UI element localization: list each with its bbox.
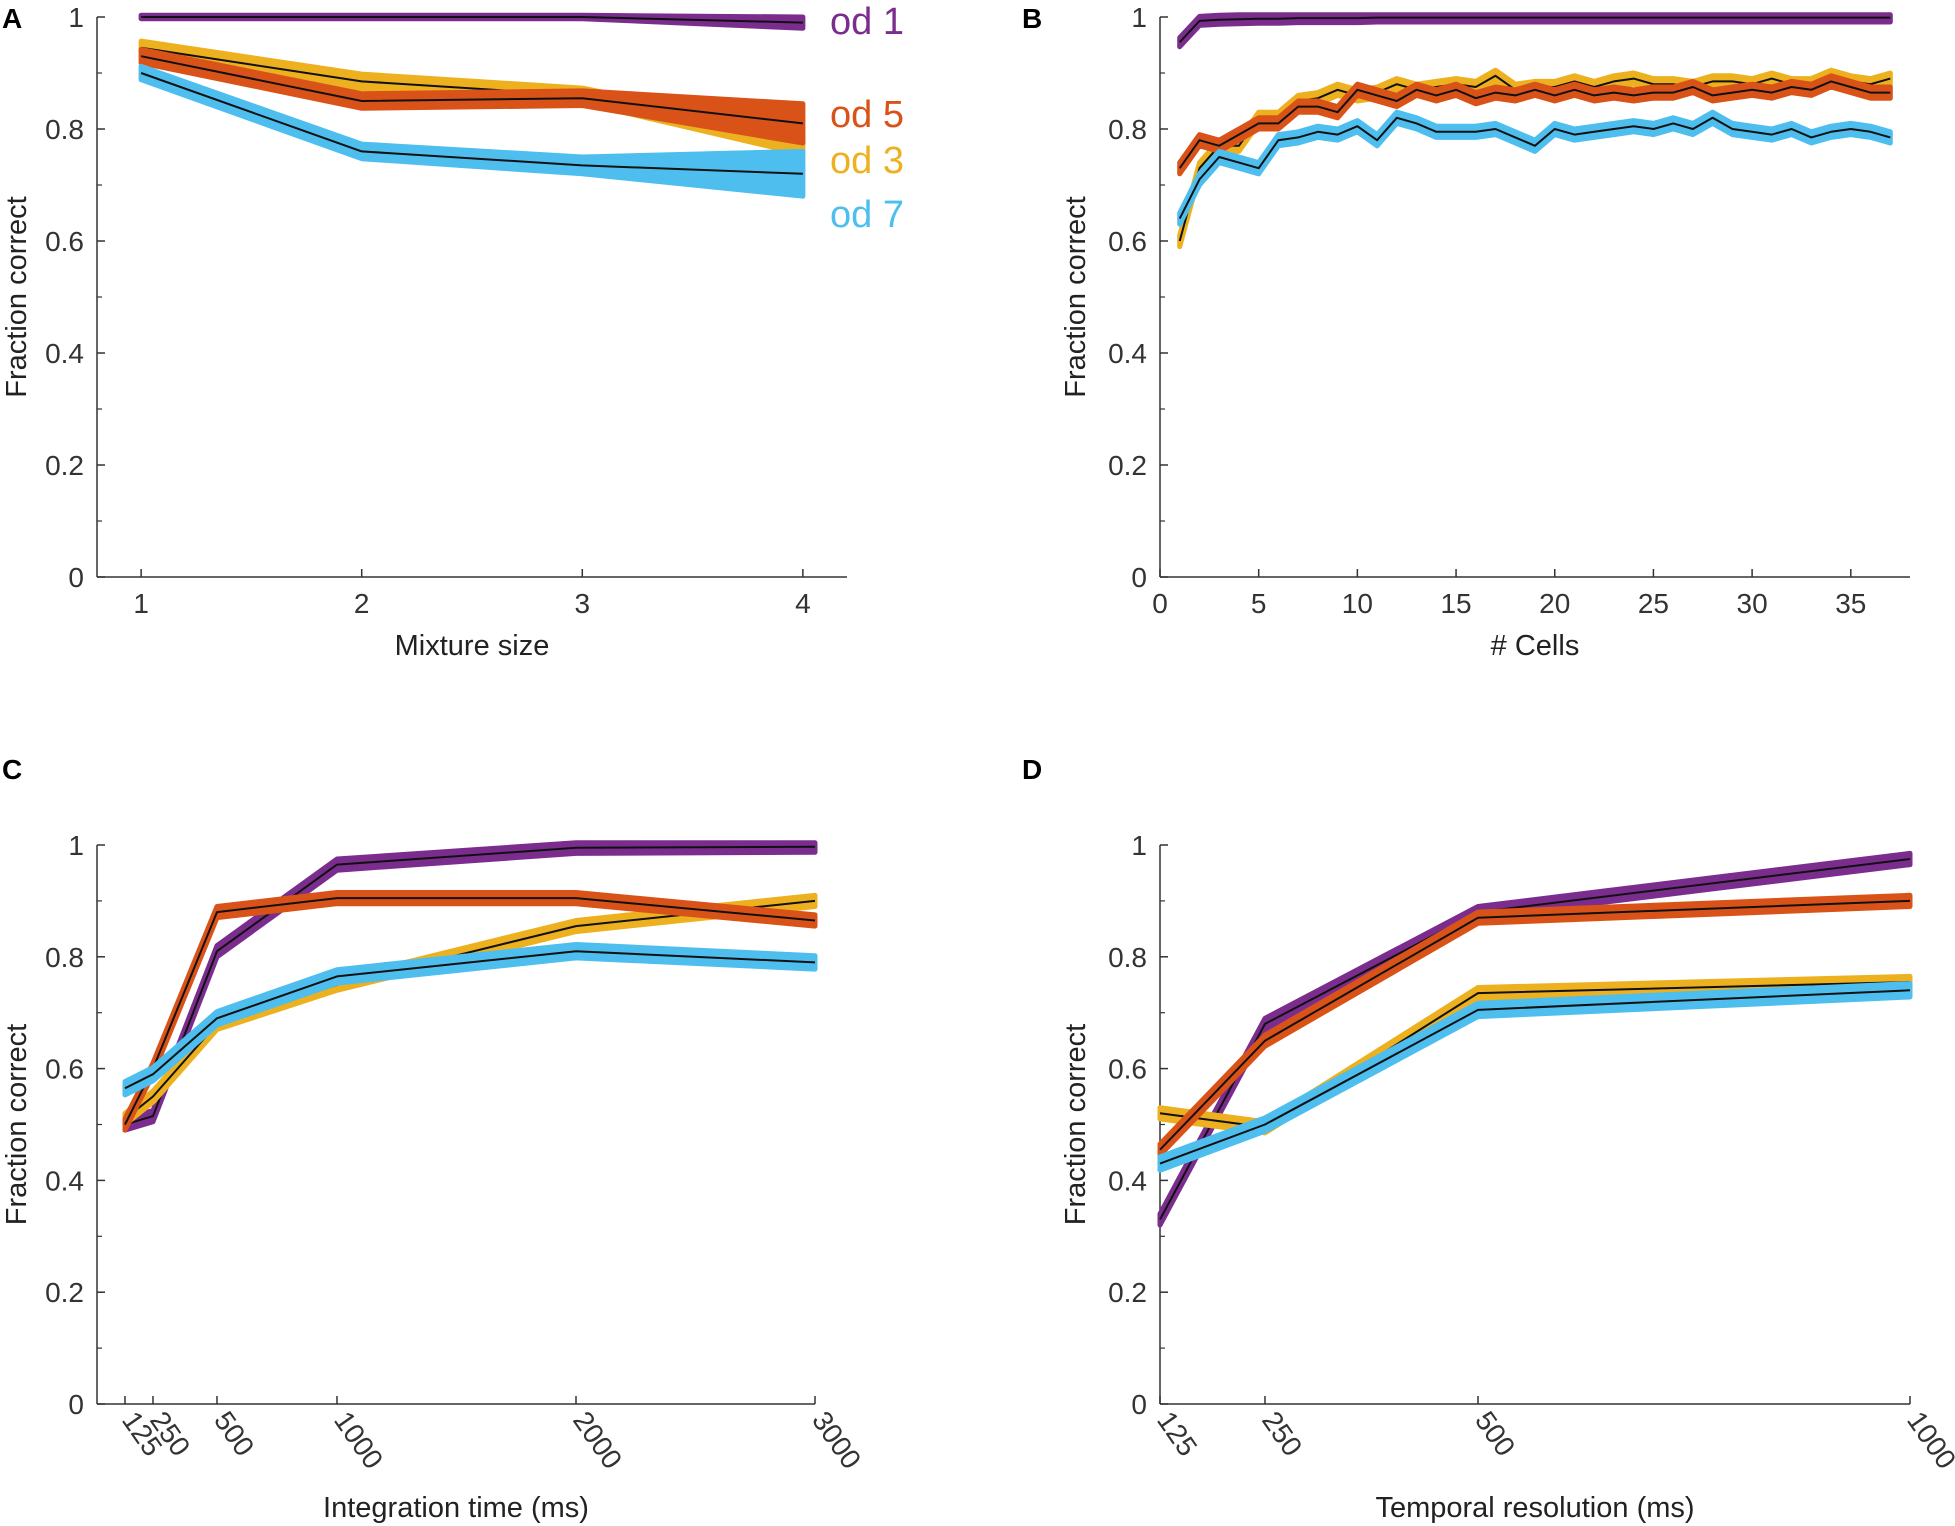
y-tick-label-b: 0.8: [1108, 114, 1147, 145]
y-axis-label-c: Fraction correct: [1, 1024, 33, 1225]
y-tick-label-a: 0.2: [45, 450, 84, 481]
x-tick-label-b: 10: [1342, 588, 1373, 619]
band-b-od7: [1177, 109, 1893, 227]
y-tick-label-d: 0.6: [1108, 1054, 1147, 1085]
y-tick-label-a: 0.8: [45, 114, 84, 145]
x-tick-label-d: 1000: [1901, 1406, 1955, 1475]
panel-d: D 0 0.2 0.4 0.6 0.8 1 125 250 500 1000 Temporal res…: [1022, 754, 1955, 1524]
x-tick-label-a: 4: [795, 588, 811, 619]
x-tick-label-c: 2000: [567, 1406, 628, 1475]
x-tick-label-b: 35: [1835, 588, 1866, 619]
x-tick-label-b: 25: [1638, 588, 1669, 619]
legend-entry-od3: od 3: [830, 140, 904, 182]
y-tick-label-c: 0.4: [45, 1165, 84, 1196]
y-tick-label-a: 0: [68, 562, 84, 593]
y-tick-label-d: 0.4: [1108, 1165, 1147, 1196]
y-tick-label-c: 0.6: [45, 1054, 84, 1085]
panel-letter-b: B: [1022, 3, 1042, 34]
series-b-od7: [1177, 109, 1893, 227]
series-a-od5: [138, 47, 806, 146]
y-tick-label-b: 0.4: [1108, 338, 1147, 369]
series-b-od1: [1177, 12, 1893, 50]
y-tick-label-d: 1: [1131, 830, 1147, 861]
x-tick-label-a: 3: [575, 588, 591, 619]
line-b-od1: [1178, 16, 1891, 43]
y-tick-label-c: 0: [68, 1389, 84, 1420]
x-tick-label-d: 250: [1256, 1406, 1308, 1462]
x-tick-label-d: 500: [1469, 1406, 1521, 1462]
x-tick-label-c: 500: [208, 1406, 260, 1462]
y-axis-label-b: Fraction correct: [1060, 196, 1092, 397]
y-tick-label-d: 0: [1131, 1389, 1147, 1420]
line-a-od7: [140, 72, 803, 175]
y-tick-label-b: 0: [1131, 562, 1147, 593]
panel-letter-a: A: [2, 3, 22, 34]
band-b-od5: [1177, 73, 1893, 177]
legend-entry-od1: od 1: [830, 1, 904, 43]
series-d-od7: [1157, 981, 1913, 1173]
line-a-od1: [141, 16, 803, 24]
line-a-od5: [140, 55, 804, 125]
series-c-od7: [122, 942, 818, 1098]
legend-a: od 1 od 5od 3 od 7: [830, 1, 904, 236]
y-tick-label-d: 0.8: [1108, 942, 1147, 973]
line-d-od5: [1159, 899, 1911, 1151]
x-tick-label-b: 15: [1440, 588, 1471, 619]
x-tick-label-c: 3000: [806, 1406, 867, 1475]
series-d-od5: [1157, 892, 1913, 1158]
y-axis-label-a: Fraction correct: [1, 196, 33, 397]
band-d-od5: [1157, 892, 1913, 1158]
x-tick-label-b: 0: [1152, 588, 1168, 619]
y-tick-label-b: 0.6: [1108, 226, 1147, 257]
x-axis-label-d: Temporal resolution (ms): [1375, 1492, 1694, 1524]
x-axis-label-c: Integration time (ms): [323, 1492, 589, 1524]
series-b-od5: [1177, 73, 1893, 177]
x-tick-label-b: 5: [1251, 588, 1267, 619]
y-tick-label-a: 0.4: [45, 338, 84, 369]
y-tick-label-c: 0.8: [45, 942, 84, 973]
line-c-od1: [124, 845, 816, 1126]
y-tick-label-d: 0.2: [1108, 1277, 1147, 1308]
series-c-od1: [122, 840, 818, 1133]
line-b-od3: [1178, 74, 1891, 242]
x-tick-label-d: 125: [1151, 1406, 1203, 1462]
y-tick-label-c: 0.2: [45, 1277, 84, 1308]
y-tick-label-b: 1: [1131, 2, 1147, 33]
x-axis-label-b: # Cells: [1491, 630, 1580, 662]
panel-b: B00.20.40.60.810 5 10 15 20 25 30 35# CellsFrac…: [1022, 2, 1910, 662]
line-b-od7: [1178, 116, 1891, 220]
band-a-od7: [138, 63, 806, 199]
band-b-od1: [1177, 12, 1893, 50]
x-tick-label-b: 20: [1539, 588, 1570, 619]
panel-letter-c: C: [2, 754, 22, 785]
panel-letter-d: D: [1022, 754, 1042, 785]
series-a-od7: [138, 63, 806, 199]
line-d-od7: [1159, 989, 1911, 1165]
series-a-od1: [138, 12, 806, 31]
x-tick-label-a: 2: [354, 588, 370, 619]
band-c-od1: [122, 840, 818, 1133]
y-axis-label-d: Fraction correct: [1060, 1024, 1092, 1225]
band-a-od5: [138, 47, 806, 146]
band-c-od7: [122, 942, 818, 1098]
band-d-od7: [1157, 981, 1913, 1173]
x-tick-label-c: 1000: [328, 1406, 389, 1475]
x-tick-label-a: 1: [133, 588, 149, 619]
legend-entry-od5: od 5: [830, 94, 904, 136]
x-tick-label-b: 30: [1737, 588, 1768, 619]
y-tick-label-c: 1: [68, 830, 84, 861]
y-tick-label-a: 1: [68, 2, 84, 33]
legend-entry-od7: od 7: [830, 194, 904, 236]
line-c-od7: [124, 950, 816, 1090]
panel-a: A 0 0.2 0.4 0.6 0.8 1 1 2 3 4 Mixture size Fraction …: [1, 1, 904, 662]
y-tick-label-b: 0.2: [1108, 450, 1147, 481]
x-axis-label-a: Mixture size: [395, 630, 550, 662]
line-b-od5: [1178, 80, 1891, 169]
y-tick-label-a: 0.6: [45, 226, 84, 257]
